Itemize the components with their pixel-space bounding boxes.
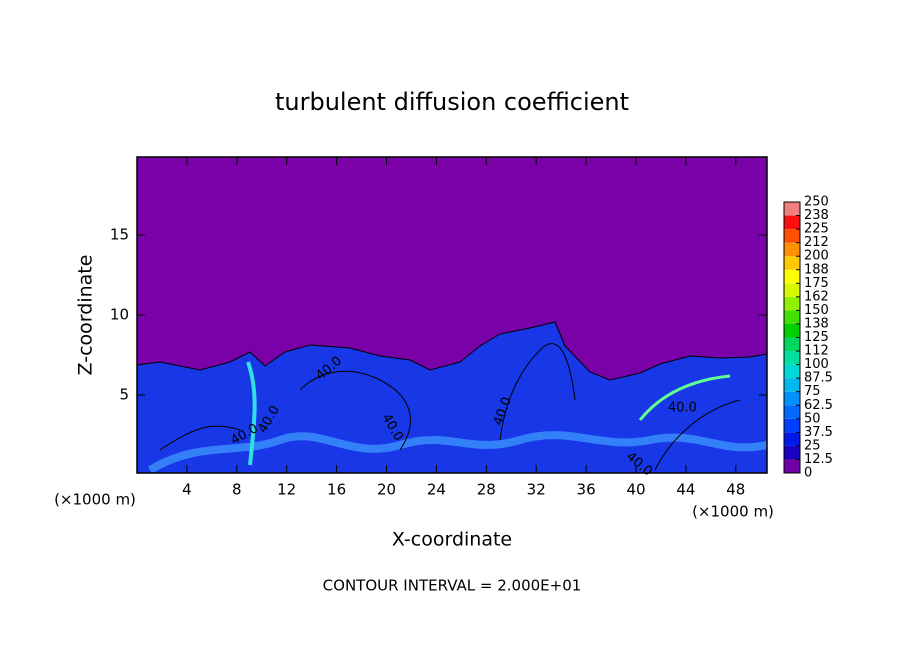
- x-tick-label: 12: [277, 481, 296, 499]
- colorbar-label: 37.5: [804, 425, 833, 440]
- colorbar-bin: [784, 242, 800, 257]
- y-tick-label: 5: [119, 386, 129, 404]
- colorbar-label: 75: [804, 384, 821, 399]
- colorbar-label: 225: [804, 222, 829, 237]
- colorbar-label: 25: [804, 438, 821, 453]
- contour-line: [159, 425, 241, 451]
- colorbar-bin: [784, 256, 800, 270]
- footer-note: CONTOUR INTERVAL = 2.000E+01: [323, 577, 582, 595]
- contour-line: [499, 343, 576, 441]
- colorbar-label: 250: [804, 195, 829, 210]
- colorbar-label: 112: [804, 344, 829, 359]
- y-tick-label: 10: [110, 306, 129, 324]
- x-tick-label: 20: [377, 481, 396, 499]
- colorbar-label: 162: [804, 289, 829, 304]
- colorbar-bin: [784, 405, 800, 419]
- colorbar-label: 0: [804, 466, 812, 481]
- colorbar-bin: [784, 202, 800, 216]
- x-unit: (×1000 m): [54, 491, 136, 509]
- x-tick-label: 4: [182, 481, 192, 499]
- colorbar-bin: [784, 323, 800, 338]
- x-tick-label: 8: [232, 481, 242, 499]
- x-tick-label: 24: [427, 481, 446, 499]
- colorbar-label: 238: [804, 208, 829, 223]
- colorbar-label: 175: [804, 276, 829, 291]
- colorbar-bin: [784, 459, 800, 473]
- x-tick-label: 44: [676, 481, 695, 499]
- colorbar-bin: [784, 283, 800, 297]
- field-streak: [147, 431, 768, 474]
- colorbar-bin: [784, 310, 800, 324]
- colorbar-bin: [784, 351, 800, 365]
- colorbar-bin: [784, 215, 800, 230]
- colorbar-bin: [784, 418, 800, 433]
- contour-label: 40.0: [668, 401, 697, 416]
- colorbar-label: 100: [804, 357, 829, 372]
- x-tick-label: 16: [327, 481, 346, 499]
- colorbar-label: 50: [804, 411, 821, 426]
- colorbar-label: 150: [804, 303, 829, 318]
- y-tick-label: 15: [110, 226, 129, 244]
- colorbar-label: 138: [804, 316, 829, 331]
- field: [136, 321, 768, 474]
- x-tick-label: 48: [726, 481, 745, 499]
- colorbar-bin: [784, 391, 800, 406]
- colorbar-label: 125: [804, 330, 829, 345]
- x-axis-label: X-coordinate: [392, 529, 512, 551]
- colorbar-bin: [784, 445, 800, 460]
- colorbar-bin: [784, 364, 800, 379]
- colorbar-label: 212: [804, 235, 829, 250]
- x-tick-label: 36: [577, 481, 596, 499]
- colorbar-bin: [784, 269, 800, 284]
- x-tick-label: 28: [477, 481, 496, 499]
- colorbar-bin: [784, 432, 800, 446]
- colorbar-label: 188: [804, 262, 829, 277]
- colorbar-bin: [784, 378, 800, 392]
- chart-title: turbulent diffusion coefficient: [275, 88, 629, 116]
- contour-line: [299, 370, 411, 451]
- colorbar-label: 200: [804, 249, 829, 264]
- contour-line: [654, 399, 741, 471]
- colorbar-bin: [784, 296, 800, 311]
- y-axis-label: Z-coordinate: [75, 255, 97, 376]
- colorbar-label: 62.5: [804, 398, 833, 413]
- x-tick-label: 40: [626, 481, 645, 499]
- colorbar-bin: [784, 337, 800, 352]
- x-unit: (×1000 m): [692, 503, 774, 521]
- colorbar-label: 87.5: [804, 371, 833, 386]
- colorbar-label: 12.5: [804, 452, 833, 467]
- x-tick-label: 32: [527, 481, 546, 499]
- colorbar-bin: [784, 229, 800, 243]
- field-streak: [246, 361, 257, 466]
- field-streak: [638, 374, 731, 421]
